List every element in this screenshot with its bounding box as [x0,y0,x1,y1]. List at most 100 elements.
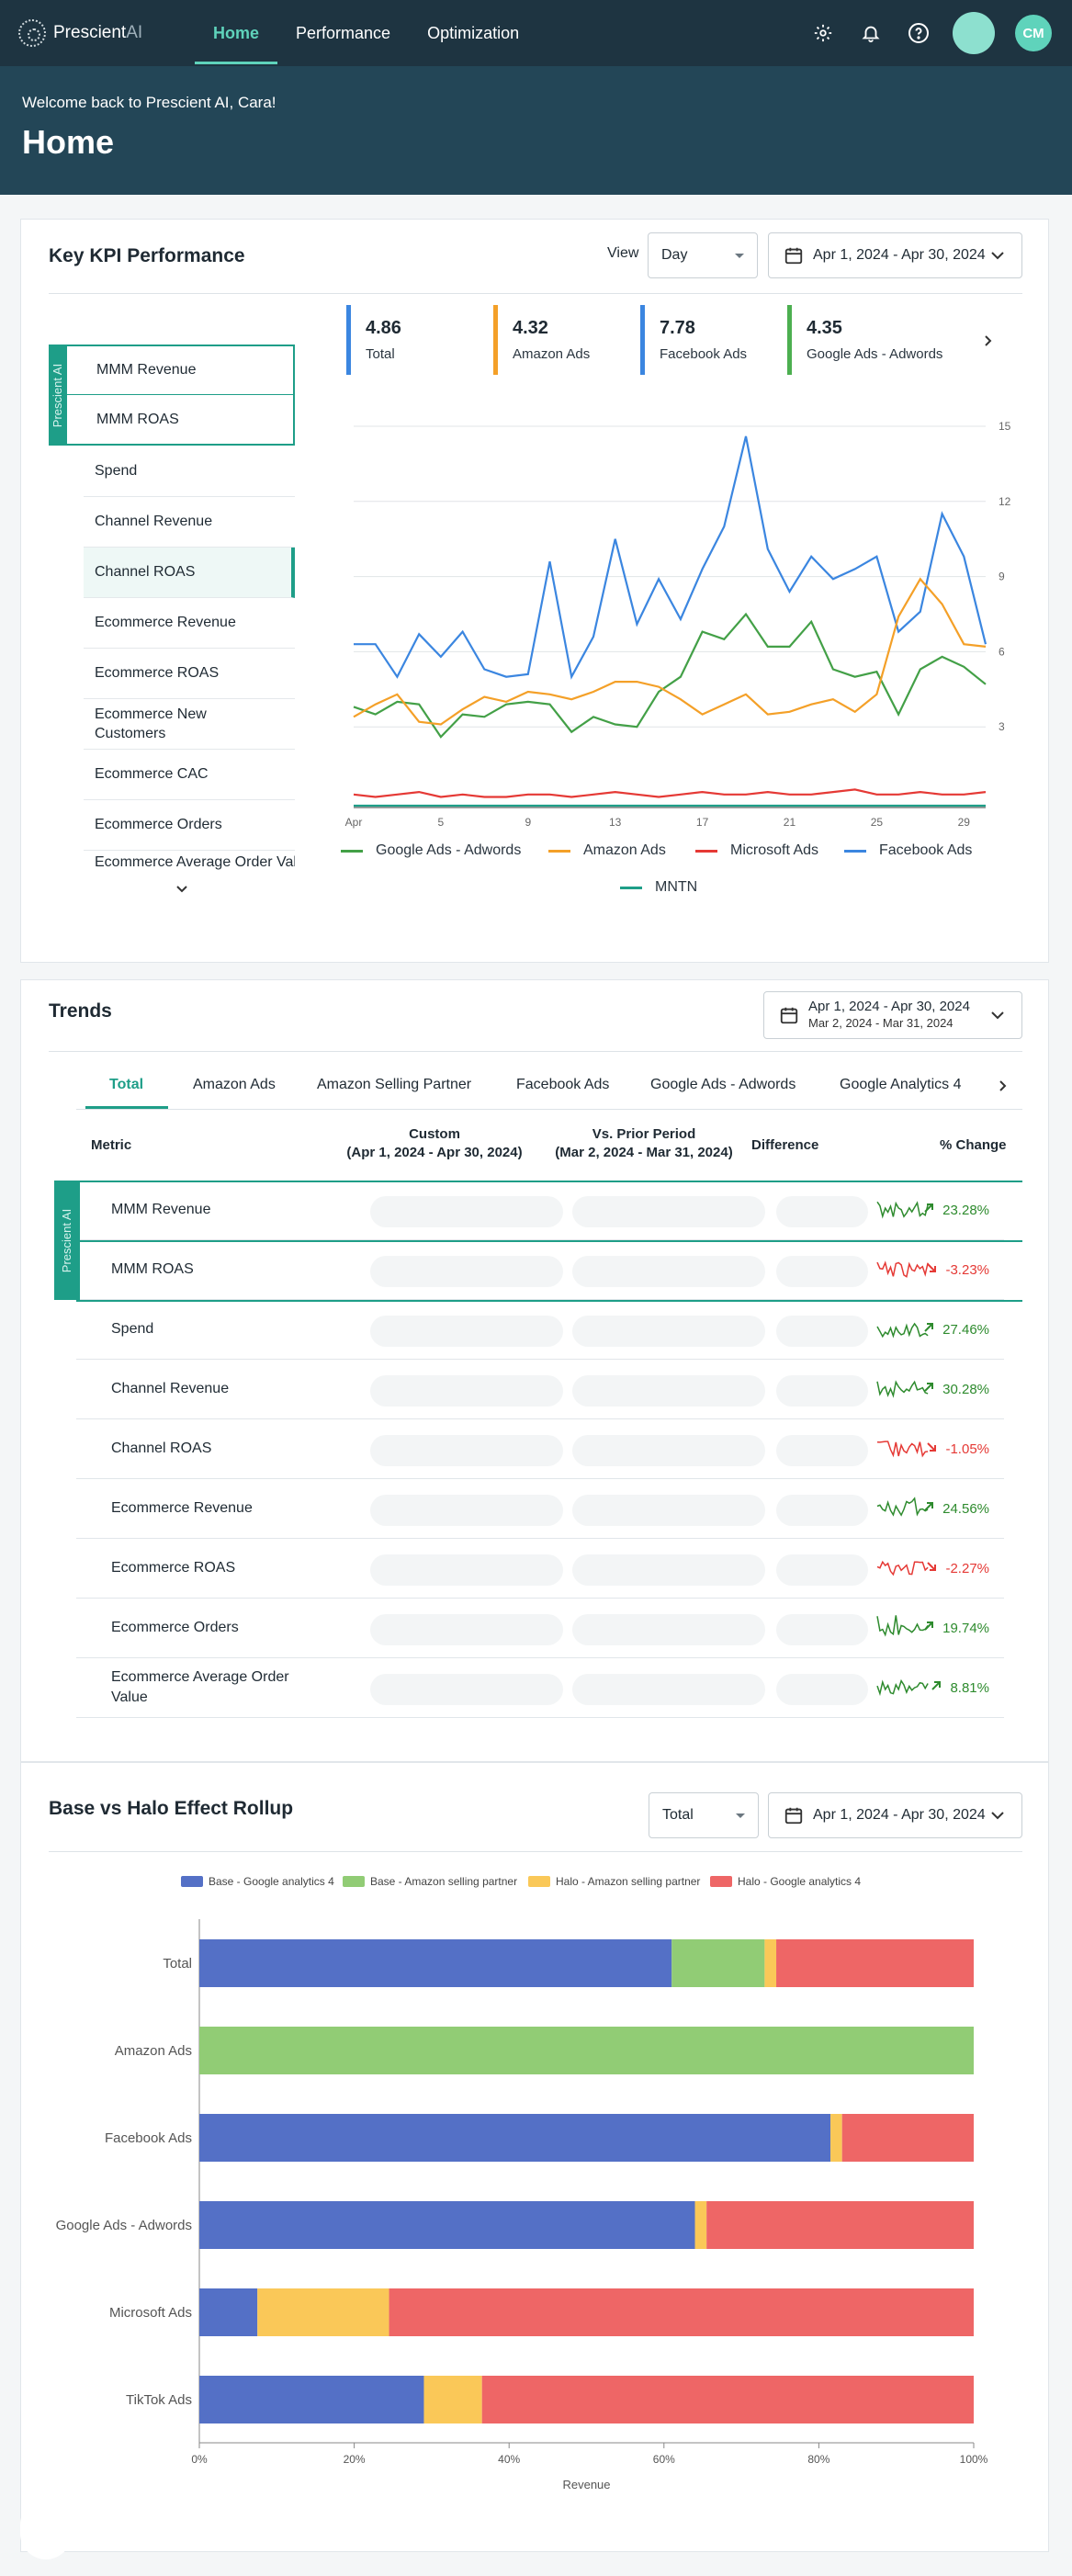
avatar-placeholder[interactable] [953,12,995,54]
table-row[interactable]: Ecommerce Average Order Value 8.81% [76,1658,1004,1718]
stat-facebook-ads[interactable]: 7.78 Facebook Ads [640,305,778,375]
bar-segment[interactable] [830,2114,842,2162]
caret-down-icon [736,1813,745,1818]
series-line-amazon-ads[interactable] [353,577,987,726]
logo[interactable]: PrescientAI [18,19,175,47]
table-row[interactable]: Ecommerce Revenue 24.56% [76,1479,1004,1539]
view-select[interactable]: Day [648,232,758,278]
col-header-custom-line1: Custom [409,1126,460,1142]
bar-segment[interactable] [199,2027,974,2074]
bar-legend-base-amazon[interactable]: Base - Amazon selling partner [343,1875,517,1888]
legend-swatch [181,1876,203,1887]
difference-placeholder [776,1674,868,1705]
table-row[interactable]: Spend 27.46% [76,1300,1004,1360]
bar-segment[interactable] [257,2288,389,2336]
table-row[interactable]: Ecommerce Orders 19.74% [76,1599,1004,1658]
legend-label: Facebook Ads [879,842,973,858]
metric-item-ecommerce-aov[interactable]: Ecommerce Average Order Value [84,851,295,878]
metric-item-ecommerce-new-customers[interactable]: Ecommerce New Customers [84,699,295,750]
halo-effect-card: Base vs Halo Effect Rollup Total Apr 1, … [20,1762,1049,2552]
metric-item-label: MMM Revenue [96,362,197,378]
bar-segment[interactable] [199,2114,831,2162]
bar-segment[interactable] [199,2201,695,2249]
chevron-down-icon [991,1011,1004,1020]
user-avatar[interactable]: CM [1015,15,1052,51]
metric-item-channel-roas[interactable]: Channel ROAS [84,548,295,598]
metric-item-mmm-revenue[interactable]: MMM Revenue [65,345,295,395]
metric-item-ecommerce-roas[interactable]: Ecommerce ROAS [84,649,295,699]
bar-legend-base-ga4[interactable]: Base - Google analytics 4 [181,1875,334,1888]
halo-date-picker[interactable]: Apr 1, 2024 - Apr 30, 2024 [768,1792,1022,1838]
stats-next-chevron-icon[interactable] [984,334,993,347]
sparkline-path [876,1322,929,1339]
metric-item-label: Ecommerce New Customers [95,706,207,741]
bar-segment[interactable] [706,2201,974,2249]
table-row[interactable]: Ecommerce ROAS -2.27% [76,1539,1004,1599]
legend-google-ads[interactable]: Google Ads - Adwords [341,842,521,859]
floating-widget[interactable] [20,2499,72,2559]
bar-legend-halo-amazon[interactable]: Halo - Amazon selling partner [528,1875,700,1888]
trends-tab-amazon-ads[interactable]: Amazon Ads [193,1077,276,1092]
bar-legend-halo-ga4[interactable]: Halo - Google analytics 4 [710,1875,861,1888]
bar-segment[interactable] [389,2288,974,2336]
stat-google-ads[interactable]: 4.35 Google Ads - Adwords [787,305,962,375]
legend-swatch [695,849,717,853]
halo-channel-select[interactable]: Total [649,1792,759,1838]
trends-tab-google-analytics[interactable]: Google Analytics 4 [840,1077,962,1092]
bar-segment[interactable] [764,1939,777,1987]
series-line-facebook-ads[interactable] [354,435,987,680]
bar-segment[interactable] [199,2376,424,2423]
table-row[interactable]: MMM Revenue 23.28% [76,1181,1004,1240]
legend-amazon-ads[interactable]: Amazon Ads [548,842,666,859]
series-line-microsoft-ads[interactable] [353,788,987,798]
metric-item-ecommerce-cac[interactable]: Ecommerce CAC [84,750,295,800]
bar-segment[interactable] [841,2114,974,2162]
bar-segment[interactable] [694,2201,707,2249]
metric-item-label: Channel Revenue [95,514,213,529]
help-question-icon[interactable] [905,19,932,47]
bar-segment[interactable] [199,1939,672,1987]
legend-mntn[interactable]: MNTN [620,879,697,896]
notifications-bell-icon[interactable] [857,19,885,47]
arrow-down-right-icon [925,1441,938,1457]
arrow-up-right-icon [922,1202,935,1218]
sparkline-path [876,1260,929,1278]
table-row[interactable]: Channel Revenue 30.28% [76,1360,1004,1419]
table-row[interactable]: Channel ROAS -1.05% [76,1419,1004,1479]
pct-change: 19.74% [922,1599,989,1657]
metric-item-channel-revenue[interactable]: Channel Revenue [84,497,295,548]
trends-tab-google-ads[interactable]: Google Ads - Adwords [650,1077,796,1092]
metric-item-ecommerce-orders[interactable]: Ecommerce Orders [84,800,295,851]
bar-segment[interactable] [481,2376,974,2423]
kpi-date-picker[interactable]: Apr 1, 2024 - Apr 30, 2024 [768,232,1022,278]
list-scroll-down-icon[interactable] [175,885,188,894]
trends-tab-total[interactable]: Total [109,1077,144,1092]
legend-swatch [710,1876,732,1887]
trends-date-primary: Apr 1, 2024 - Apr 30, 2024 [808,999,970,1014]
metric-item-mmm-roas[interactable]: MMM ROAS [65,395,295,446]
bar-segment[interactable] [671,1939,765,1987]
settings-gear-icon[interactable] [809,19,837,47]
trends-date-picker[interactable]: Apr 1, 2024 - Apr 30, 2024 Mar 2, 2024 -… [763,991,1022,1039]
legend-swatch [620,886,642,889]
nav-tab-optimization[interactable]: Optimization [427,23,520,42]
bar-segment[interactable] [776,1939,974,1987]
trends-tab-facebook-ads[interactable]: Facebook Ads [516,1077,610,1092]
bar-segment[interactable] [423,2376,482,2423]
legend-facebook-ads[interactable]: Facebook Ads [844,842,972,859]
legend-microsoft-ads[interactable]: Microsoft Ads [695,842,818,859]
stat-total[interactable]: 4.86 Total [346,305,484,375]
nav-tab-home[interactable]: Home [195,0,278,66]
stat-amazon-ads[interactable]: 4.32 Amazon Ads [493,305,631,375]
trends-tab-amazon-selling-partner[interactable]: Amazon Selling Partner [317,1077,472,1092]
bar-segment[interactable] [199,2288,258,2336]
nav-tab-performance[interactable]: Performance [296,23,391,42]
table-row[interactable]: MMM ROAS -3.23% [76,1240,1004,1300]
sparkline [876,1322,929,1339]
stat-label: Amazon Ads [513,346,591,362]
metric-item-spend[interactable]: Spend [84,446,295,497]
logo-icon [18,19,46,47]
metric-item-ecommerce-revenue[interactable]: Ecommerce Revenue [84,598,295,649]
tabs-next-chevron-icon[interactable] [999,1079,1008,1092]
pct-change: 24.56% [922,1479,989,1538]
